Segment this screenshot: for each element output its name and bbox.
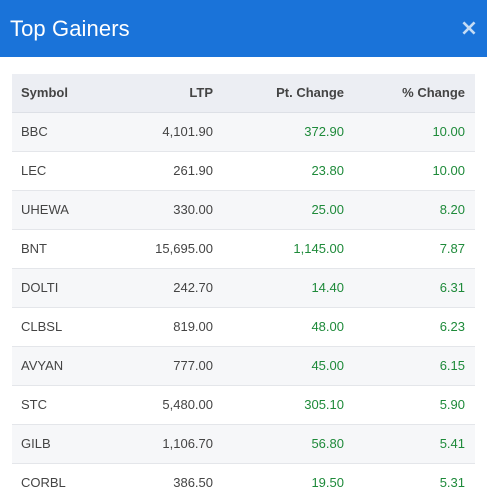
cell-symbol[interactable]: LEC xyxy=(12,151,124,191)
cell-pct-change: 7.87 xyxy=(344,229,475,269)
cell-pt-change: 23.80 xyxy=(213,151,344,191)
close-icon[interactable]: × xyxy=(459,15,479,41)
cell-symbol[interactable]: GILB xyxy=(12,424,124,464)
cell-ltp: 330.00 xyxy=(124,190,213,230)
cell-pct-change: 10.00 xyxy=(344,151,475,191)
cell-ltp: 777.00 xyxy=(124,346,213,386)
cell-pct-change: 8.20 xyxy=(344,190,475,230)
gainers-table-container: Symbol LTP Pt. Change % Change BBC 4,101.… xyxy=(12,74,475,499)
cell-ltp: 15,695.00 xyxy=(124,229,213,269)
cell-symbol[interactable]: BBC xyxy=(12,112,124,152)
cell-ltp: 1,106.70 xyxy=(124,424,213,464)
cell-pct-change: 5.31 xyxy=(344,463,475,499)
table-row[interactable]: STC 5,480.00 305.10 5.90 xyxy=(12,385,475,425)
table-row[interactable]: CLBSL 819.00 48.00 6.23 xyxy=(12,307,475,347)
cell-pt-change: 1,145.00 xyxy=(213,229,344,269)
cell-pt-change: 305.10 xyxy=(213,385,344,425)
modal-title: Top Gainers xyxy=(10,15,130,41)
table-row[interactable]: LEC 261.90 23.80 10.00 xyxy=(12,151,475,191)
table-row[interactable]: UHEWA 330.00 25.00 8.20 xyxy=(12,190,475,230)
table-header-row: Symbol LTP Pt. Change % Change xyxy=(12,74,475,113)
cell-pct-change: 6.31 xyxy=(344,268,475,308)
table-row[interactable]: BBC 4,101.90 372.90 10.00 xyxy=(12,112,475,152)
column-header-pct-change[interactable]: % Change xyxy=(344,74,475,113)
column-header-ltp[interactable]: LTP xyxy=(124,74,213,113)
cell-pct-change: 6.23 xyxy=(344,307,475,347)
table-row[interactable]: GILB 1,106.70 56.80 5.41 xyxy=(12,424,475,464)
cell-pt-change: 56.80 xyxy=(213,424,344,464)
table-row[interactable]: AVYAN 777.00 45.00 6.15 xyxy=(12,346,475,386)
cell-symbol[interactable]: CORBL xyxy=(12,463,124,499)
cell-ltp: 5,480.00 xyxy=(124,385,213,425)
cell-ltp: 819.00 xyxy=(124,307,213,347)
cell-symbol[interactable]: DOLTI xyxy=(12,268,124,308)
cell-pct-change: 5.41 xyxy=(344,424,475,464)
cell-ltp: 261.90 xyxy=(124,151,213,191)
cell-ltp: 242.70 xyxy=(124,268,213,308)
cell-pt-change: 25.00 xyxy=(213,190,344,230)
modal-header: Top Gainers × xyxy=(0,0,487,57)
gainers-table: Symbol LTP Pt. Change % Change BBC 4,101.… xyxy=(12,74,475,499)
table-row[interactable]: DOLTI 242.70 14.40 6.31 xyxy=(12,268,475,308)
cell-pct-change: 10.00 xyxy=(344,112,475,152)
cell-ltp: 386.50 xyxy=(124,463,213,499)
cell-ltp: 4,101.90 xyxy=(124,112,213,152)
column-header-symbol[interactable]: Symbol xyxy=(12,74,124,113)
cell-pt-change: 19.50 xyxy=(213,463,344,499)
cell-pct-change: 5.90 xyxy=(344,385,475,425)
cell-symbol[interactable]: STC xyxy=(12,385,124,425)
column-header-pt-change[interactable]: Pt. Change xyxy=(213,74,344,113)
cell-pt-change: 14.40 xyxy=(213,268,344,308)
cell-symbol[interactable]: UHEWA xyxy=(12,190,124,230)
cell-symbol[interactable]: AVYAN xyxy=(12,346,124,386)
cell-pt-change: 48.00 xyxy=(213,307,344,347)
table-row[interactable]: BNT 15,695.00 1,145.00 7.87 xyxy=(12,229,475,269)
cell-pt-change: 372.90 xyxy=(213,112,344,152)
cell-pct-change: 6.15 xyxy=(344,346,475,386)
table-row[interactable]: CORBL 386.50 19.50 5.31 xyxy=(12,463,475,499)
cell-symbol[interactable]: CLBSL xyxy=(12,307,124,347)
cell-symbol[interactable]: BNT xyxy=(12,229,124,269)
cell-pt-change: 45.00 xyxy=(213,346,344,386)
